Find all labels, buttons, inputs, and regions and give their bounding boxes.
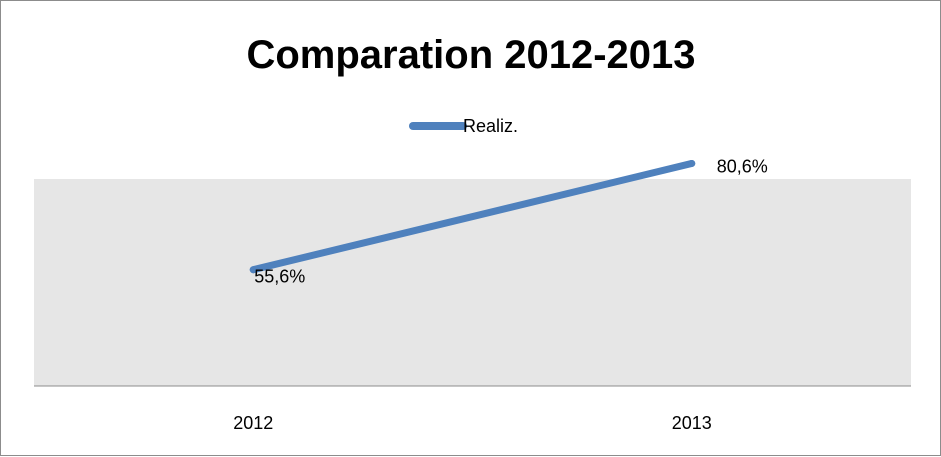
legend: Realiz. [409,116,518,136]
x-tick-label-2013: 2013 [672,413,712,433]
chart-title: Comparation 2012-2013 [246,33,695,77]
series-line-0 [249,159,696,274]
data-point-2013 [688,159,696,167]
x-tick-label-2012: 2012 [233,413,273,433]
data-label-2012: 55,6% [254,267,305,287]
series-layer: 55,6% 80,6% [249,156,768,287]
legend-label-realiz: Realiz. [463,116,518,136]
data-label-2013: 80,6% [717,156,768,176]
x-tick-labels: 2012 2013 [233,413,712,433]
plot-area [34,179,911,386]
data-point-2012 [249,266,257,274]
